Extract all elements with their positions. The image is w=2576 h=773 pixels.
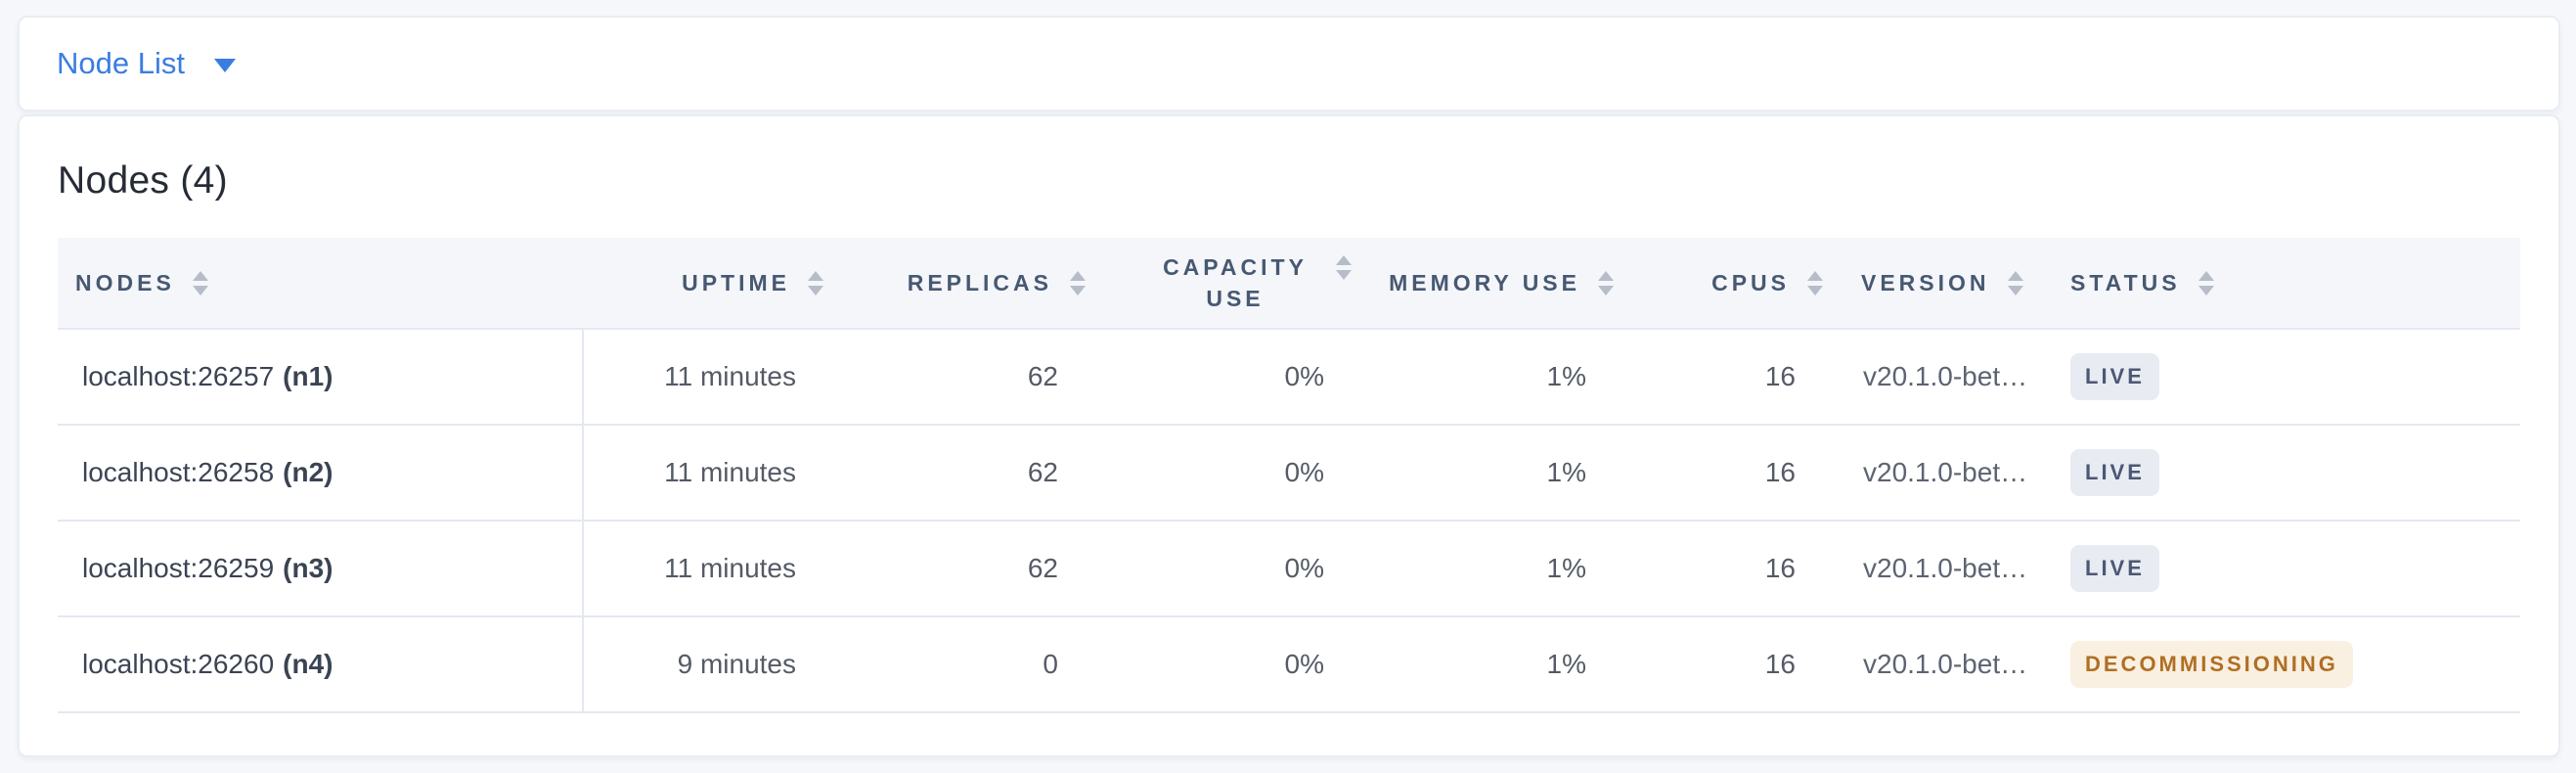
status-cell: LIVE	[2061, 521, 2520, 617]
cpus-cell: 16	[1625, 329, 1835, 426]
table-row: localhost:26257 (n1) 11 minutes 62 0% 1% …	[58, 329, 2520, 426]
node-address: localhost:26260	[82, 649, 275, 679]
node-address-cell[interactable]: localhost:26260 (n4)	[58, 616, 584, 713]
uptime-cell: 9 minutes	[583, 616, 835, 713]
node-address-cell[interactable]: localhost:26258 (n2)	[58, 425, 584, 522]
status-badge: LIVE	[2070, 545, 2159, 592]
cpus-cell: 16	[1625, 616, 1835, 713]
column-header-capacity-use[interactable]: CAPACITY USE	[1097, 238, 1363, 330]
nodes-table: NODES UPTIME REPLICAS	[58, 238, 2520, 713]
column-header-memory-use[interactable]: MEMORY USE	[1363, 238, 1625, 330]
nodes-overview-card: Nodes (4) NODES UPTIME	[18, 114, 2560, 757]
node-address: localhost:26257	[82, 361, 275, 391]
caret-down-icon	[213, 59, 236, 72]
node-address: localhost:26259	[82, 553, 275, 583]
node-address: localhost:26258	[82, 457, 275, 487]
sort-arrows-icon	[1598, 270, 1614, 296]
status-badge: DECOMMISSIONING	[2070, 641, 2353, 688]
view-selector-label: Node List	[57, 46, 185, 80]
cpus-cell: 16	[1625, 521, 1835, 617]
version-cell: v20.1.0-bet…	[1835, 329, 2061, 426]
node-id: (n2)	[283, 457, 333, 487]
cpus-cell: 16	[1625, 425, 1835, 522]
sort-arrows-icon	[192, 270, 208, 296]
sort-arrows-icon	[1070, 270, 1086, 296]
page-title: Nodes (4)	[58, 159, 228, 202]
capacity-use-cell: 0%	[1097, 616, 1363, 713]
memory-use-cell: 1%	[1363, 425, 1625, 522]
status-cell: LIVE	[2061, 329, 2520, 426]
node-id: (n3)	[283, 553, 333, 583]
status-badge: LIVE	[2070, 449, 2159, 496]
column-header-version[interactable]: VERSION	[1835, 238, 2061, 330]
table-header-row: NODES UPTIME REPLICAS	[58, 238, 2520, 330]
column-header-status[interactable]: STATUS	[2061, 238, 2520, 330]
status-cell: LIVE	[2061, 425, 2520, 522]
column-header-cpus[interactable]: CPUS	[1625, 238, 1835, 330]
node-id: (n1)	[283, 361, 333, 391]
node-address-cell[interactable]: localhost:26259 (n3)	[58, 521, 584, 617]
memory-use-cell: 1%	[1363, 521, 1625, 617]
sort-arrows-icon	[2007, 270, 2023, 296]
table-row: localhost:26258 (n2) 11 minutes 62 0% 1% …	[58, 425, 2520, 522]
table-row: localhost:26260 (n4) 9 minutes 0 0% 1% 16…	[58, 616, 2520, 713]
memory-use-cell: 1%	[1363, 329, 1625, 426]
column-header-replicas[interactable]: REPLICAS	[835, 238, 1097, 330]
status-cell: DECOMMISSIONING	[2061, 616, 2520, 713]
replicas-cell: 62	[835, 329, 1097, 426]
uptime-cell: 11 minutes	[583, 329, 835, 426]
view-selector-dropdown[interactable]: Node List	[57, 46, 236, 81]
column-header-nodes[interactable]: NODES	[58, 238, 583, 330]
version-cell: v20.1.0-bet…	[1835, 425, 2061, 522]
sort-arrows-icon	[808, 270, 823, 296]
status-badge: LIVE	[2070, 353, 2159, 400]
table-row: localhost:26259 (n3) 11 minutes 62 0% 1% …	[58, 521, 2520, 617]
version-cell: v20.1.0-bet…	[1835, 616, 2061, 713]
capacity-use-cell: 0%	[1097, 521, 1363, 617]
replicas-cell: 62	[835, 521, 1097, 617]
sort-arrows-icon	[2198, 270, 2214, 296]
node-address-cell[interactable]: localhost:26257 (n1)	[58, 329, 584, 426]
memory-use-cell: 1%	[1363, 616, 1625, 713]
replicas-cell: 0	[835, 616, 1097, 713]
capacity-use-cell: 0%	[1097, 329, 1363, 426]
replicas-cell: 62	[835, 425, 1097, 522]
sort-arrows-icon	[1807, 270, 1823, 296]
column-header-uptime[interactable]: UPTIME	[583, 238, 835, 330]
node-id: (n4)	[283, 649, 333, 679]
view-selector-bar: Node List	[18, 16, 2560, 112]
uptime-cell: 11 minutes	[583, 521, 835, 617]
sort-arrows-icon	[1336, 254, 1352, 280]
capacity-use-cell: 0%	[1097, 425, 1363, 522]
uptime-cell: 11 minutes	[583, 425, 835, 522]
version-cell: v20.1.0-bet…	[1835, 521, 2061, 617]
